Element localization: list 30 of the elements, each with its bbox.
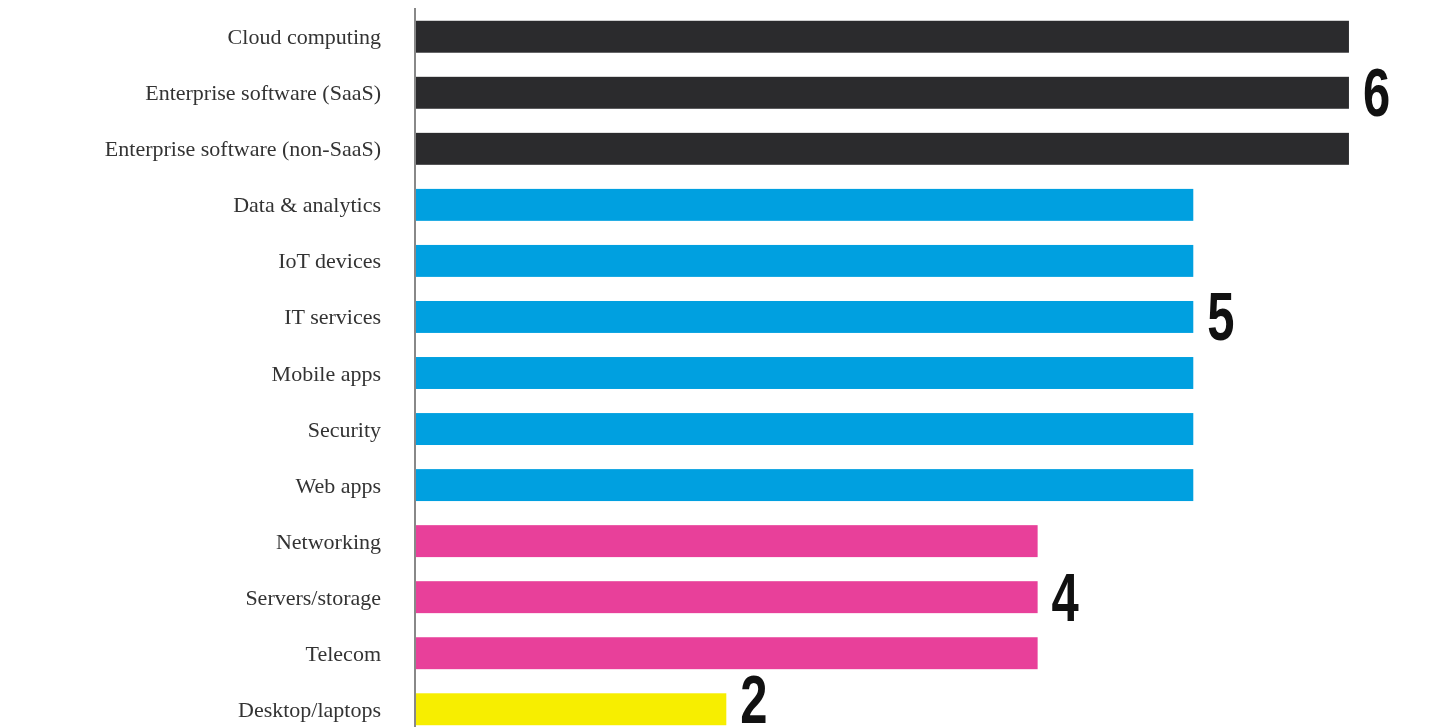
bar (415, 188, 1194, 221)
bar (415, 300, 1194, 333)
bar (415, 244, 1194, 277)
bar (415, 76, 1349, 109)
bar (415, 581, 1038, 614)
bar (415, 469, 1194, 502)
bar (415, 357, 1194, 389)
bar (415, 525, 1038, 558)
y-tick-label: Web apps (295, 472, 381, 498)
bar (415, 637, 1038, 670)
bar (415, 132, 1349, 165)
y-tick-label: Mobile apps (271, 360, 381, 386)
bar (415, 413, 1194, 446)
y-tick-label: Networking (275, 528, 381, 554)
y-tick-label: Data & analytics (233, 192, 381, 218)
y-tick-label: Cloud computing (227, 24, 381, 50)
data-label: 4 (1051, 558, 1079, 636)
data-label: 5 (1207, 278, 1235, 356)
data-label: 6 (1362, 54, 1391, 132)
y-tick-label: Servers/storage (245, 584, 381, 610)
y-tick-label: IT services (284, 304, 381, 330)
y-tick-label: Enterprise software (SaaS) (145, 80, 381, 106)
bar (415, 693, 727, 726)
data-label: 2 (740, 660, 768, 727)
y-tick-label: Desktop/laptops (238, 696, 381, 722)
y-tick-label: Enterprise software (non-SaaS) (104, 136, 381, 162)
bar (415, 20, 1349, 53)
y-tick-label: Security (307, 416, 381, 442)
y-tick-label: IoT devices (278, 248, 381, 274)
y-tick-label: Telecom (305, 640, 381, 666)
